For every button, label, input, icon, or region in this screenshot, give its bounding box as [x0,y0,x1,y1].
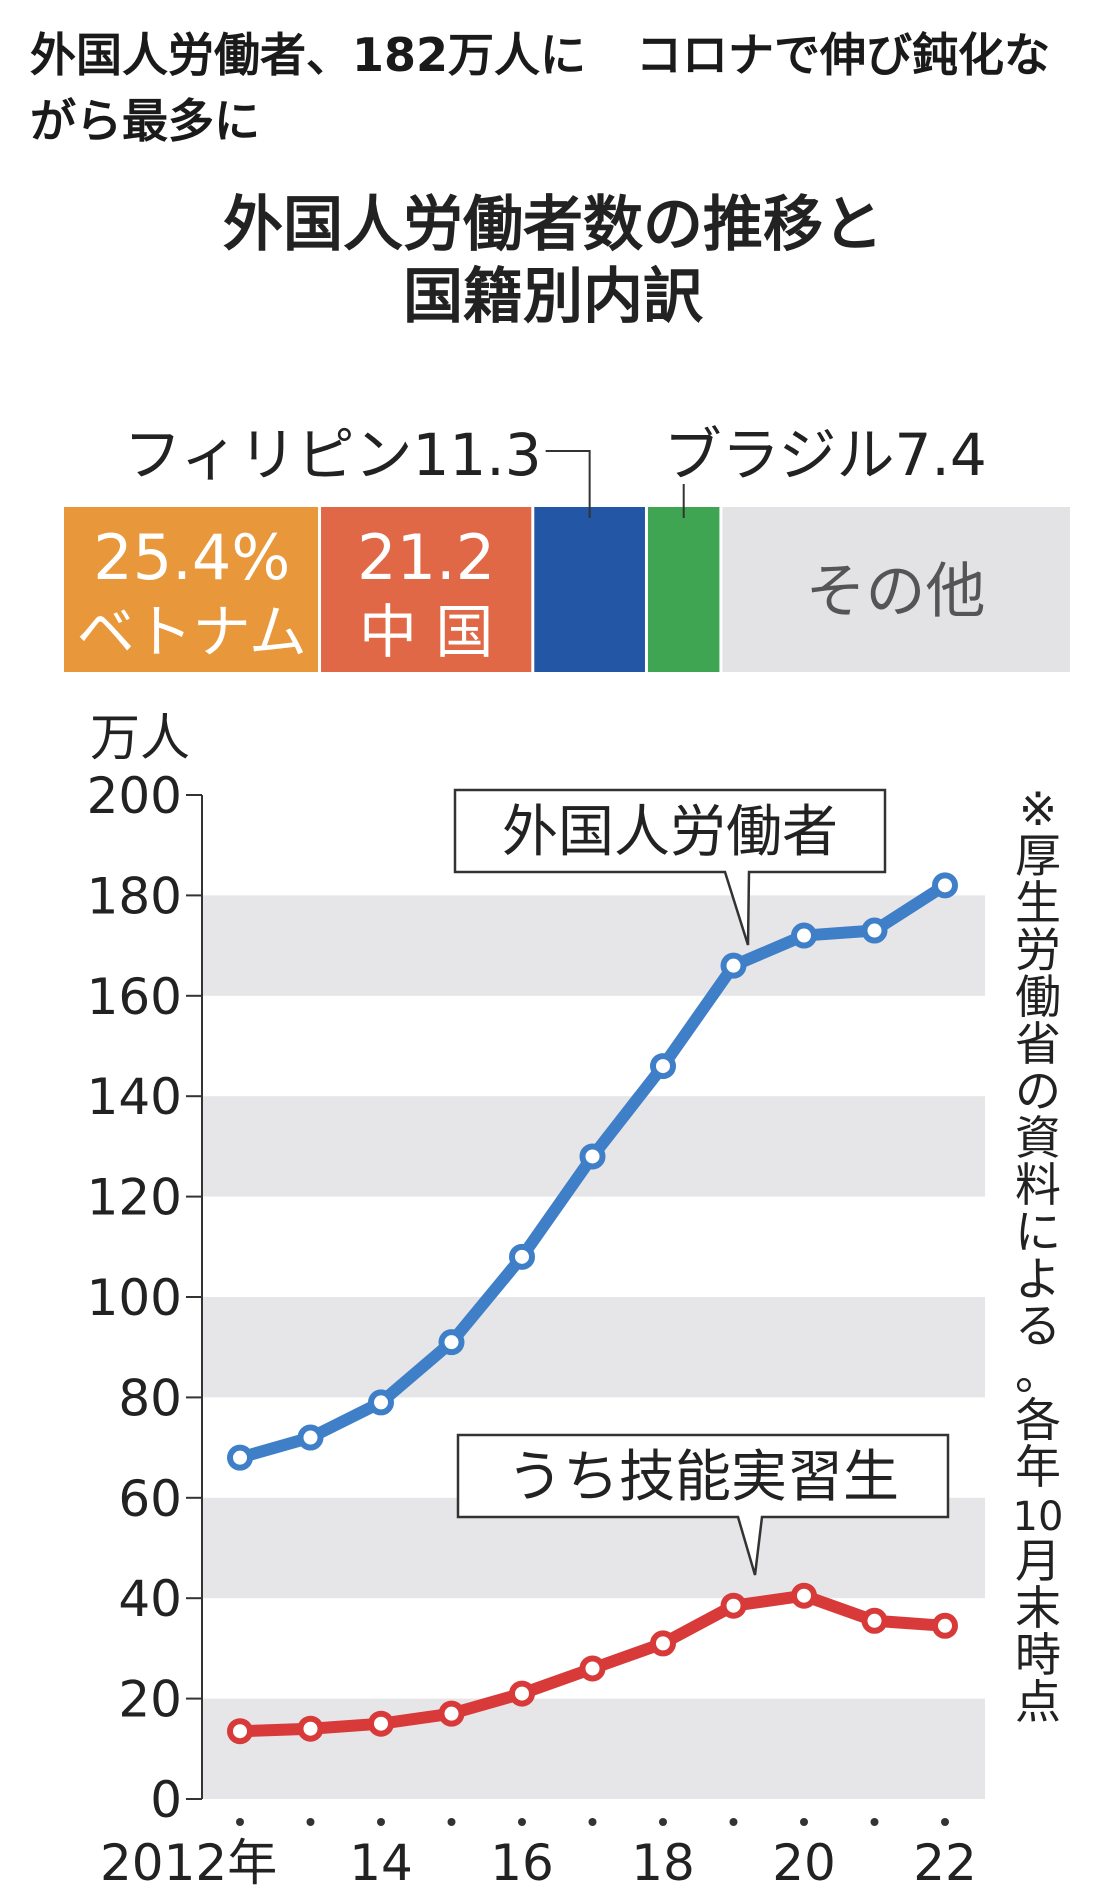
breakdown-segment-4 [647,507,720,672]
series-1-point-2015 [438,1329,465,1356]
series-2-point-2020 [791,1582,817,1609]
series-1-point-2018 [650,1053,676,1080]
series-2-point-2021 [861,1607,888,1634]
breakdown-segment-5 [722,507,1070,672]
source-note-char-19: 時 [1015,1628,1061,1682]
x-tick-dot-2020 [800,1818,808,1826]
series-1-callout-label: 外国人労働者 [502,800,838,865]
series-1-point-2019 [720,952,747,979]
y-tick-label-40: 40 [118,1570,182,1628]
source-note-char-13: 各 [1015,1393,1061,1447]
series-2-point-2022 [932,1612,958,1639]
breakdown-segment-1 [64,507,319,672]
series-2-point-2016 [509,1680,535,1707]
y-tick-label-100: 100 [87,1269,182,1327]
breakdown-value-label-1: 25.4% [93,521,290,594]
breakdown-name-label-1: ベトナム [77,598,307,666]
series-2-callout-label: うち技能実習生 [507,1445,899,1510]
y-tick-label-200: 200 [87,767,182,825]
headline-part-2: コロナで伸び鈍化ながら最多に [30,28,1051,148]
series-1-point-2014 [368,1389,394,1416]
source-note-char-18: 末 [1015,1581,1061,1635]
y-axis-unit-label: 万人 [90,709,190,767]
source-note-char-9: に [1015,1205,1061,1259]
x-tick-label-2022: 22 [913,1834,977,1891]
source-note-char-15: 10 [1013,1494,1064,1540]
series-1-point-2012 [227,1444,253,1471]
source-note-char-12: 。 [1015,1346,1061,1400]
headline-part-1: 外国人労働者、182万人に [30,28,587,82]
source-note-char-8: 料 [1015,1158,1061,1212]
article-headline: 外国人労働者、182万人に コロナで伸び鈍化ながら最多に [30,22,1090,154]
source-note-char-3: 労 [1015,923,1061,977]
series-1-point-2016 [509,1243,535,1270]
grid-band-5 [202,895,985,996]
series-1-callout-box [453,788,887,946]
x-tick-label-2014: 14 [349,1834,413,1891]
source-note-char-11: る [1015,1299,1061,1353]
series-1-point-2020 [791,922,817,949]
series-1-point-2017 [579,1143,606,1170]
source-note-char-10: よ [1015,1252,1061,1306]
source-note-char-0: ※ [1019,782,1058,836]
x-tick-dot-2021 [870,1818,879,1826]
series-2-point-2014 [368,1710,394,1737]
breakdown-segment-3 [534,507,645,672]
series-2-point-2017 [579,1655,606,1682]
y-tick-label-60: 60 [118,1470,182,1528]
breakdown-philippines-label: フィリピン11.3 [124,421,542,489]
x-tick-label-2016: 16 [490,1834,554,1891]
source-note-char-20: 点 [1015,1675,1061,1729]
series-2-point-2013 [297,1715,324,1742]
source-note-char-5: 省 [1015,1017,1061,1071]
x-tick-dot-2014 [377,1818,385,1826]
grid-band-3 [202,1297,985,1398]
x-tick-dot-2013 [306,1818,315,1826]
breakdown-other-label: その他 [805,557,985,627]
x-tick-dot-2022 [941,1818,949,1826]
breakdown-value-label-2: 21.2 [357,521,495,594]
x-tick-label-2020: 20 [772,1834,836,1891]
y-tick-label-20: 20 [118,1671,182,1729]
series-2-callout-box [456,1433,950,1576]
y-tick-label-180: 180 [87,867,182,925]
series-2-point-2012 [227,1718,253,1745]
x-tick-label-2012: 2012年 [100,1834,277,1891]
x-tick-dot-2018 [659,1818,667,1826]
source-note-char-7: 資 [1015,1111,1061,1165]
source-note-char-14: 年 [1015,1440,1061,1494]
breakdown-philippines-leader [545,450,591,518]
series-1-point-2013 [297,1424,324,1451]
y-tick-label-80: 80 [118,1369,182,1427]
x-tick-dot-2012 [236,1818,244,1826]
grid-band-1 [202,1698,985,1799]
x-tick-dot-2017 [588,1818,597,1826]
series-2-point-2019 [720,1592,747,1619]
breakdown-brazil-label: ブラジル7.4 [664,421,987,489]
y-tick-label-0: 0 [150,1771,182,1829]
source-note-char-17: 月 [1015,1534,1061,1588]
series-1-point-2021 [861,917,888,944]
y-tick-label-120: 120 [87,1169,182,1227]
chart-title-line-2: 国籍別内訳 [403,262,704,332]
x-tick-dot-2015 [447,1818,456,1826]
x-tick-label-2018: 18 [631,1834,695,1891]
source-note-char-6: の [1015,1064,1061,1118]
series-2-point-2018 [650,1630,676,1657]
breakdown-name-label-2: 中 国 [359,598,493,666]
chart-title-line-1: 外国人労働者数の推移と [223,190,883,260]
x-tick-dot-2016 [518,1818,526,1826]
series-1-point-2022 [932,872,958,899]
source-note-char-2: 生 [1015,876,1061,930]
source-note-char-4: 働 [1015,970,1061,1024]
y-tick-label-140: 140 [87,1068,182,1126]
x-tick-dot-2019 [729,1818,738,1826]
source-note-char-1: 厚 [1015,829,1061,883]
breakdown-segment-2 [321,507,532,672]
series-2-point-2015 [438,1700,465,1727]
y-tick-label-160: 160 [87,968,182,1026]
